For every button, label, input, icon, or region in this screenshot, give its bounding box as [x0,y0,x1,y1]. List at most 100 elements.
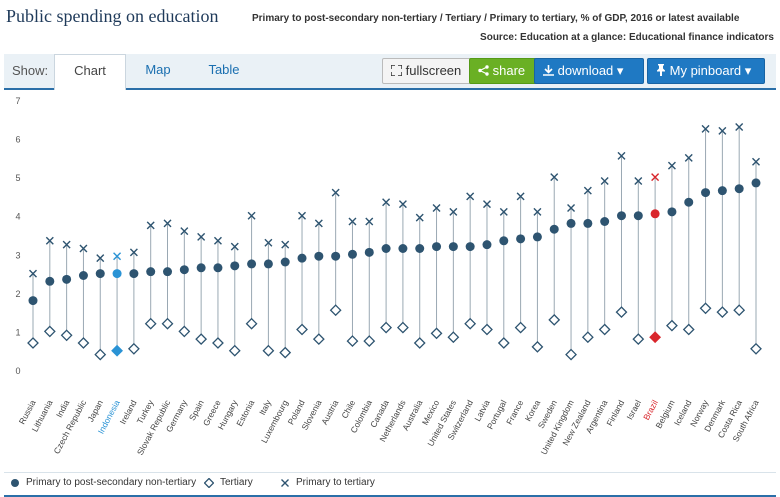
tertiary-point [447,331,460,344]
total-point [348,217,357,226]
share-button[interactable]: share [469,58,537,84]
fullscreen-label: fullscreen [405,63,462,78]
page-title: Public spending on education [6,6,219,26]
total-point [651,173,660,182]
primary-point [78,271,88,280]
y-tick-label: 2 [15,289,20,299]
y-tick-label: 0 [15,366,20,376]
primary-point [667,207,677,217]
primary-point [532,232,542,242]
tertiary-point [27,337,39,349]
total-point [146,221,155,230]
tertiary-point [127,342,140,355]
total-point [264,238,273,247]
tertiary-point [312,333,325,346]
primary-point [247,259,257,269]
tertiary-point [750,342,762,355]
tertiary-point [716,306,729,319]
pinboard-button[interactable]: My pinboard ▾ [647,58,765,84]
total-point [634,177,643,185]
y-tick-label: 5 [15,173,20,183]
tertiary-point [279,346,292,359]
total-point [62,240,71,249]
x-tick-label: Czech Republic [51,398,88,456]
legend-x-icon [281,478,289,487]
primary-point [415,244,425,253]
primary-point [364,247,374,257]
legend-circle-icon [11,478,19,487]
total-point [314,219,323,228]
tertiary-point [682,323,695,336]
x-tick-label: Israel [624,398,643,421]
download-button[interactable]: download ▾ [534,58,644,84]
tertiary-point [161,317,174,330]
primary-point [701,188,711,198]
tertiary-point [296,323,308,336]
tertiary-point [531,340,544,353]
x-tick-label: France [504,398,525,426]
primary-point [196,263,206,273]
primary-point [230,261,240,271]
total-point [600,177,609,185]
share-icon [478,65,489,76]
fullscreen-button[interactable]: fullscreen [382,58,478,84]
tertiary-point [346,335,359,347]
tertiary-point [413,337,426,349]
tertiary-point [262,344,275,357]
legend-item-tertiary[interactable]: Tertiary [204,477,253,488]
legend-label-primary: Primary to post-secondary non-tertiary [26,477,197,488]
fullscreen-icon [390,64,403,77]
x-tick-label: Austria [319,398,340,426]
total-point [163,219,172,228]
total-point [567,204,576,212]
tertiary-point [43,325,56,338]
primary-point [28,296,38,306]
tertiary-point [565,348,577,361]
total-point [752,157,760,166]
total-point [482,200,491,209]
primary-point [112,269,122,279]
primary-point [583,218,593,228]
y-tick-label: 3 [15,250,20,260]
primary-point [129,269,139,279]
primary-point [600,217,610,226]
chart-area [4,90,776,488]
total-point [533,207,542,216]
total-point [129,248,138,257]
primary-point [62,274,72,284]
chart-legend: Primary to post-secondary non-tertiary T… [4,472,776,497]
total-point [516,192,525,201]
tab-chart[interactable]: Chart [54,54,126,90]
total-point [213,236,222,245]
total-point [113,252,122,261]
primary-point [347,249,357,259]
tertiary-point [245,317,258,330]
tertiary-point [481,323,493,336]
tab-table[interactable]: Table [208,62,240,77]
legend-item-primary[interactable]: Primary to post-secondary non-tertiary [10,477,196,488]
tertiary-point [329,304,342,317]
y-tick-label: 4 [15,212,20,222]
pin-icon [657,64,665,76]
total-point [684,153,693,162]
total-point [449,207,458,216]
tertiary-point [363,335,376,347]
tertiary-point [144,317,157,330]
primary-point [179,265,189,275]
total-point [583,186,592,195]
tertiary-point [111,344,123,357]
primary-point [432,242,442,252]
tab-map[interactable]: Map [145,62,171,77]
download-caret-icon: ▾ [616,63,624,78]
tertiary-point [195,333,208,346]
legend-item-total[interactable]: Primary to tertiary [280,477,375,488]
tertiary-point [733,304,746,317]
tertiary-point [497,337,510,349]
tertiary-point [60,329,73,342]
pinboard-caret-icon: ▾ [744,63,752,78]
total-point [499,207,508,216]
primary-point [331,251,341,261]
y-tick-label: 7 [15,96,20,106]
share-label: share [492,63,526,78]
